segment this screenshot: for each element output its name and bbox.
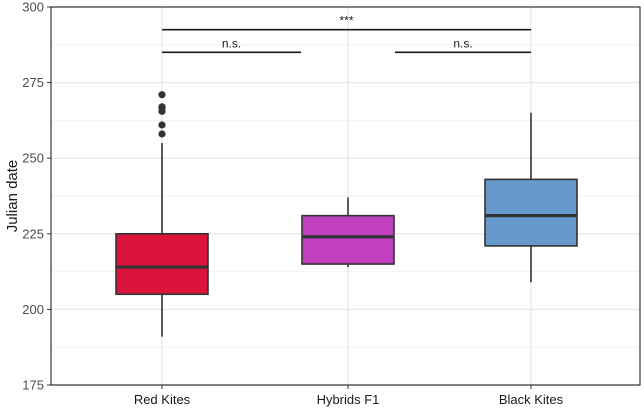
box-layer <box>115 91 578 337</box>
panel-border <box>50 6 641 386</box>
x-tick-label: Red Kites <box>134 392 191 407</box>
outlier-point <box>158 91 166 99</box>
outlier-point <box>158 103 166 111</box>
y-tick-label: 300 <box>22 0 44 15</box>
outlier-point <box>158 121 166 129</box>
y-tick-label: 250 <box>22 151 44 166</box>
box-iqr <box>484 178 578 247</box>
box-iqr <box>115 233 209 296</box>
y-axis-title: Julian date <box>4 160 21 233</box>
y-tick-label: 275 <box>22 75 44 90</box>
box-iqr <box>301 214 395 265</box>
significance-layer: *** n.s. n.s. <box>162 14 531 54</box>
significance-label: *** <box>339 14 353 28</box>
axis-layer: 175 200 225 250 275 300 Red Kites Hybrids F1 Bla… <box>22 0 641 407</box>
x-tick-label: Hybrids F1 <box>317 392 380 407</box>
y-tick-label: 175 <box>22 378 44 393</box>
x-tick-label: Black Kites <box>499 392 564 407</box>
significance-label: n.s. <box>453 36 472 50</box>
outlier-point <box>158 130 166 138</box>
y-tick-label: 225 <box>22 226 44 241</box>
significance-label: n.s. <box>222 36 241 50</box>
y-tick-label: 200 <box>22 302 44 317</box>
